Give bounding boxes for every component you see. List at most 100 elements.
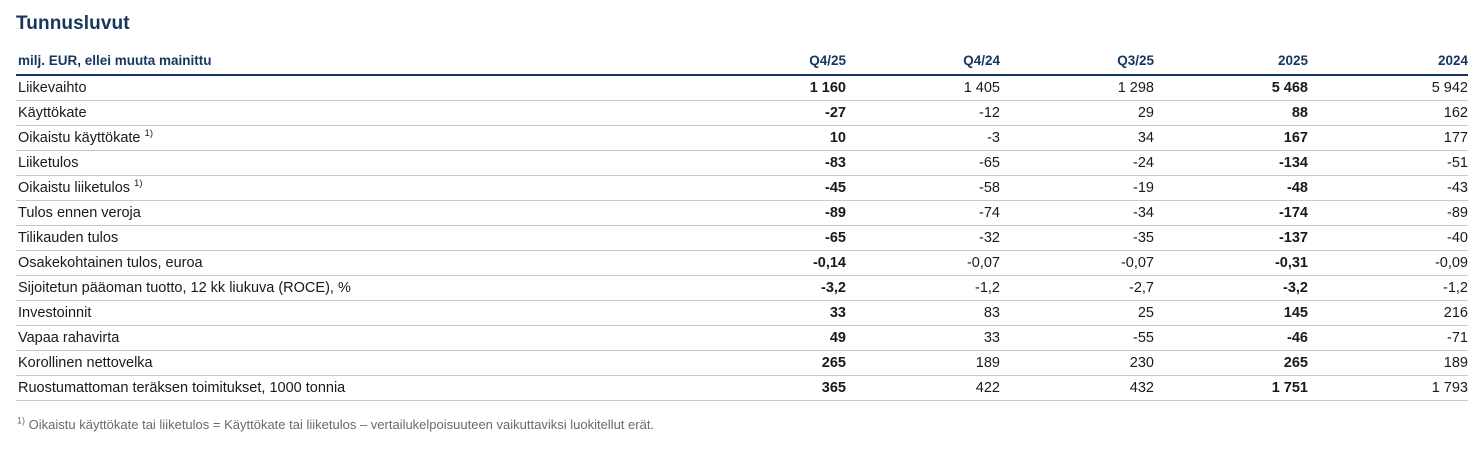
cell-value: -3 [846, 125, 1000, 151]
cell-value: 230 [1000, 350, 1154, 376]
cell-value: 1 160 [698, 75, 846, 101]
cell-value: -0,14 [698, 250, 846, 276]
cell-value: -3,2 [1154, 275, 1308, 301]
row-label: Ruostumattoman teräksen toimitukset, 100… [16, 375, 698, 401]
cell-value: -40 [1308, 225, 1468, 251]
cell-value: 189 [846, 350, 1000, 376]
column-header: 2025 [1154, 53, 1308, 76]
cell-value: 10 [698, 125, 846, 151]
cell-value: -35 [1000, 225, 1154, 251]
row-label: Oikaistu käyttökate 1) [16, 125, 698, 151]
cell-value: -2,7 [1000, 275, 1154, 301]
cell-value: -45 [698, 175, 846, 201]
table-row: Sijoitetun pääoman tuotto, 12 kk liukuva… [16, 275, 1468, 301]
row-label: Korollinen nettovelka [16, 350, 698, 376]
row-label: Vapaa rahavirta [16, 325, 698, 351]
cell-value: -55 [1000, 325, 1154, 351]
row-label: Tilikauden tulos [16, 225, 698, 251]
cell-value: 25 [1000, 300, 1154, 326]
cell-value: 216 [1308, 300, 1468, 326]
cell-value: -89 [698, 200, 846, 226]
cell-value: 49 [698, 325, 846, 351]
cell-value: 265 [1154, 350, 1308, 376]
column-header: Q4/25 [698, 53, 846, 76]
footnote-text: Oikaistu käyttökate tai liiketulos = Käy… [28, 417, 655, 432]
cell-value: -46 [1154, 325, 1308, 351]
column-header: Q3/25 [1000, 53, 1154, 76]
cell-value: -48 [1154, 175, 1308, 201]
cell-value: -65 [698, 225, 846, 251]
row-label: Sijoitetun pääoman tuotto, 12 kk liukuva… [16, 275, 698, 301]
cell-value: 177 [1308, 125, 1468, 151]
cell-value: -19 [1000, 175, 1154, 201]
table-header-row: milj. EUR, ellei muuta mainittu Q4/25 Q4/… [16, 53, 1468, 76]
cell-value: -74 [846, 200, 1000, 226]
cell-value: -89 [1308, 200, 1468, 226]
cell-value: -24 [1000, 150, 1154, 176]
cell-value: -43 [1308, 175, 1468, 201]
table-row: Vapaa rahavirta 49 33 -55 -46 -71 [16, 325, 1468, 351]
cell-value: 365 [698, 375, 846, 401]
cell-value: -137 [1154, 225, 1308, 251]
row-label: Käyttökate [16, 100, 698, 126]
cell-value: 83 [846, 300, 1000, 326]
cell-value: 33 [846, 325, 1000, 351]
cell-value: 265 [698, 350, 846, 376]
cell-value: -0,31 [1154, 250, 1308, 276]
table-row: Tulos ennen veroja -89 -74 -34 -174 -89 [16, 200, 1468, 226]
cell-value: -3,2 [698, 275, 846, 301]
cell-value: 29 [1000, 100, 1154, 126]
cell-value: -32 [846, 225, 1000, 251]
page-title: Tunnusluvut [16, 13, 130, 34]
cell-value: 1 298 [1000, 75, 1154, 101]
unit-label: milj. EUR, ellei muuta mainittu [16, 53, 698, 76]
cell-value: -0,07 [1000, 250, 1154, 276]
cell-value: 34 [1000, 125, 1154, 151]
cell-value: -134 [1154, 150, 1308, 176]
key-figures-table: milj. EUR, ellei muuta mainittu Q4/25 Q4/… [16, 53, 1468, 401]
cell-value: -27 [698, 100, 846, 126]
row-label: Oikaistu liiketulos 1) [16, 175, 698, 201]
cell-value: -51 [1308, 150, 1468, 176]
footnote-marker: 1) [17, 415, 26, 426]
table-row: Oikaistu käyttökate 1) 10 -3 34 167 177 [16, 125, 1468, 151]
cell-value: 5 942 [1308, 75, 1468, 101]
cell-value: -34 [1000, 200, 1154, 226]
cell-value: 145 [1154, 300, 1308, 326]
table-row: Liiketulos -83 -65 -24 -134 -51 [16, 150, 1468, 176]
cell-value: 88 [1154, 100, 1308, 126]
cell-value: -1,2 [1308, 275, 1468, 301]
cell-value: -83 [698, 150, 846, 176]
cell-value: -65 [846, 150, 1000, 176]
cell-value: 1 405 [846, 75, 1000, 101]
column-header: 2024 [1308, 53, 1468, 76]
row-label: Investoinnit [16, 300, 698, 326]
row-label: Liiketulos [16, 150, 698, 176]
table-row: Korollinen nettovelka 265 189 230 265 189 [16, 350, 1468, 376]
cell-value: 5 468 [1154, 75, 1308, 101]
table-row: Käyttökate -27 -12 29 88 162 [16, 100, 1468, 126]
cell-value: -71 [1308, 325, 1468, 351]
column-header: Q4/24 [846, 53, 1000, 76]
cell-value: 167 [1154, 125, 1308, 151]
cell-value: 422 [846, 375, 1000, 401]
cell-value: -174 [1154, 200, 1308, 226]
table-row: Liikevaihto 1 160 1 405 1 298 5 468 5 942 [16, 75, 1468, 101]
table-row: Osakekohtainen tulos, euroa -0,14 -0,07 -0,… [16, 250, 1468, 276]
cell-value: 189 [1308, 350, 1468, 376]
cell-value: -0,09 [1308, 250, 1468, 276]
table-row: Tilikauden tulos -65 -32 -35 -137 -40 [16, 225, 1468, 251]
cell-value: 33 [698, 300, 846, 326]
footnote-marker: 1) [134, 178, 143, 190]
cell-value: 432 [1000, 375, 1154, 401]
cell-value: 1 793 [1308, 375, 1468, 401]
table-row: Oikaistu liiketulos 1) -45 -58 -19 -48 -43 [16, 175, 1468, 201]
table-row: Investoinnit 33 83 25 145 216 [16, 300, 1468, 326]
cell-value: 1 751 [1154, 375, 1308, 401]
row-label: Tulos ennen veroja [16, 200, 698, 226]
footnote: 1) Oikaistu käyttökate tai liiketulos = … [16, 415, 1468, 432]
row-label: Liikevaihto [16, 75, 698, 101]
row-label: Osakekohtainen tulos, euroa [16, 250, 698, 276]
cell-value: -58 [846, 175, 1000, 201]
cell-value: -1,2 [846, 275, 1000, 301]
